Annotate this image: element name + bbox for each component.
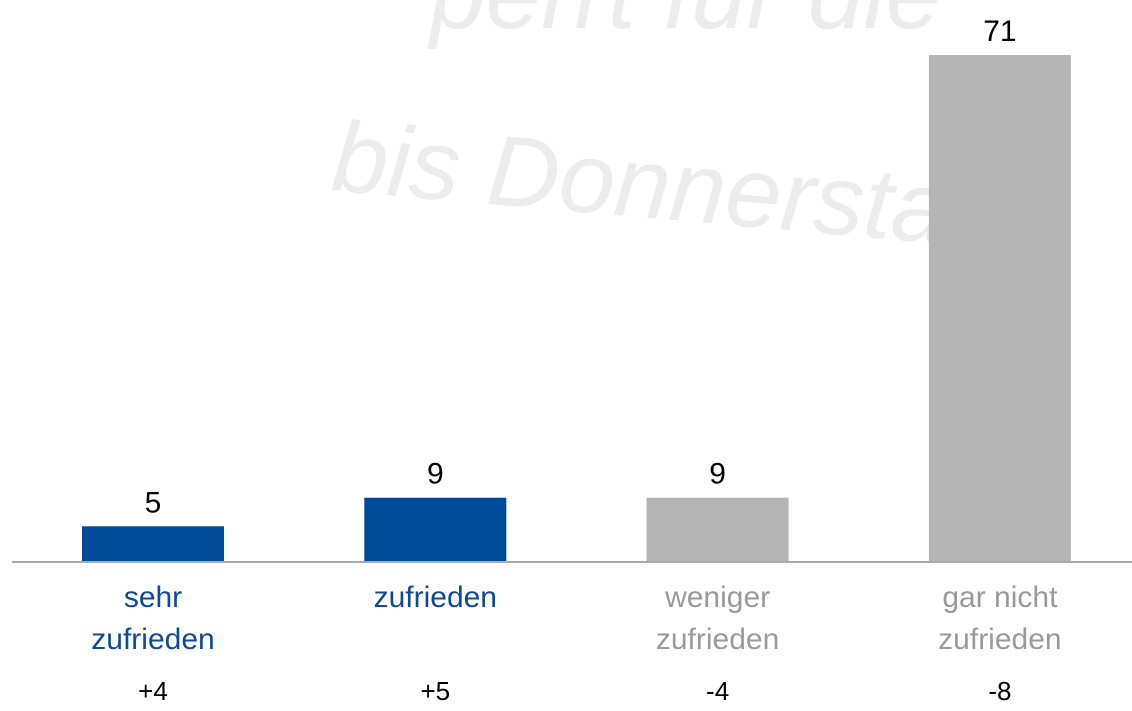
change-label: -8 [988,676,1012,706]
bar [646,497,789,562]
category-label: sehr zufrieden [91,581,215,656]
watermark: perrt für die [427,0,941,50]
value-label: 71 [983,15,1016,48]
change-label: +4 [138,676,168,706]
value-label: 9 [709,458,726,491]
watermark: bis Donnerstag [328,100,1008,270]
bar [928,55,1071,562]
category-label: weniger zufrieden [655,581,780,656]
value-label: 9 [427,458,444,491]
bar [82,526,224,562]
value-label: 5 [145,486,162,519]
change-label: -4 [706,676,730,706]
category-label: gar nicht zufrieden [938,581,1062,656]
category-label: zufrieden [373,581,497,614]
change-label: +5 [420,676,451,706]
bar [364,497,507,562]
